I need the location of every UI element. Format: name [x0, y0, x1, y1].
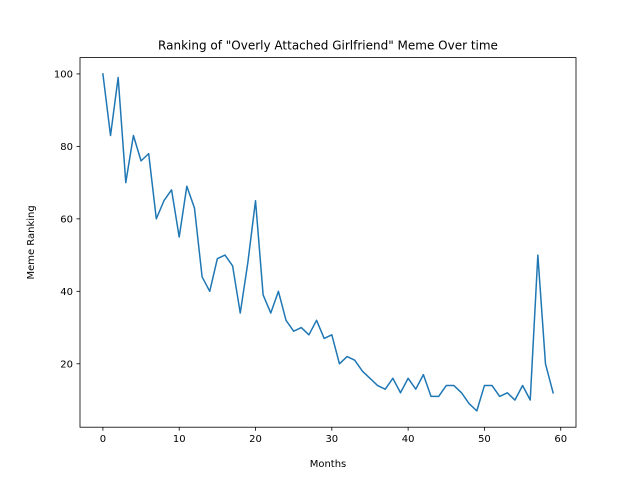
x-tick-label: 40	[402, 434, 415, 445]
y-axis-label: Meme Ranking	[26, 205, 37, 279]
x-tick-label: 60	[554, 434, 567, 445]
x-tick-label: 30	[325, 434, 338, 445]
x-tick-label: 50	[478, 434, 491, 445]
x-tick-label: 20	[249, 434, 262, 445]
chart-title: Ranking of "Overly Attached Girlfriend" …	[158, 39, 498, 53]
y-tick-label: 80	[60, 142, 73, 153]
y-tick-label: 20	[60, 359, 73, 370]
y-tick-label: 60	[60, 214, 73, 225]
x-tick-label: 0	[100, 434, 106, 445]
x-tick-label: 10	[173, 434, 186, 445]
y-tick-label: 40	[60, 287, 73, 298]
y-tick-label: 100	[54, 69, 73, 80]
x-axis-label: Months	[310, 459, 347, 470]
plot-area	[80, 58, 576, 428]
